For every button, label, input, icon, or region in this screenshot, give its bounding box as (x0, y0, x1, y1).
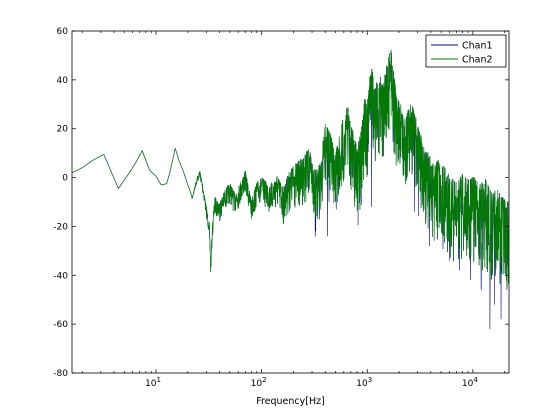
y-tick-label: -60 (53, 320, 68, 330)
y-tick-label: -80 (53, 369, 68, 379)
y-tick-label: 60 (57, 27, 69, 37)
y-axis: 60 40 20 0 -20 -40 -60 -80 (53, 27, 509, 379)
y-tick-label: -40 (53, 271, 68, 281)
legend-label-chan1: Chan1 (462, 41, 493, 52)
series-line-chan2 (72, 50, 509, 288)
y-tick-label: 0 (62, 174, 68, 184)
x-tick-label: 102 (251, 376, 267, 389)
x-axis-label: Frequency[Hz] (256, 396, 325, 407)
plot-frame (71, 30, 510, 374)
x-axis: 101 102 103 104 (81, 31, 505, 389)
x-tick-label: 103 (356, 376, 372, 389)
y-tick-label: -20 (53, 222, 68, 232)
y-tick-label: 20 (57, 125, 69, 135)
plot-area (72, 50, 509, 330)
x-tick-label: 101 (145, 376, 161, 389)
legend-box (425, 34, 507, 68)
y-tick-label: 40 (57, 76, 69, 86)
legend: Chan1 Chan2 (425, 34, 507, 68)
x-tick-label: 104 (462, 376, 478, 389)
legend-label-chan2: Chan2 (462, 55, 493, 66)
